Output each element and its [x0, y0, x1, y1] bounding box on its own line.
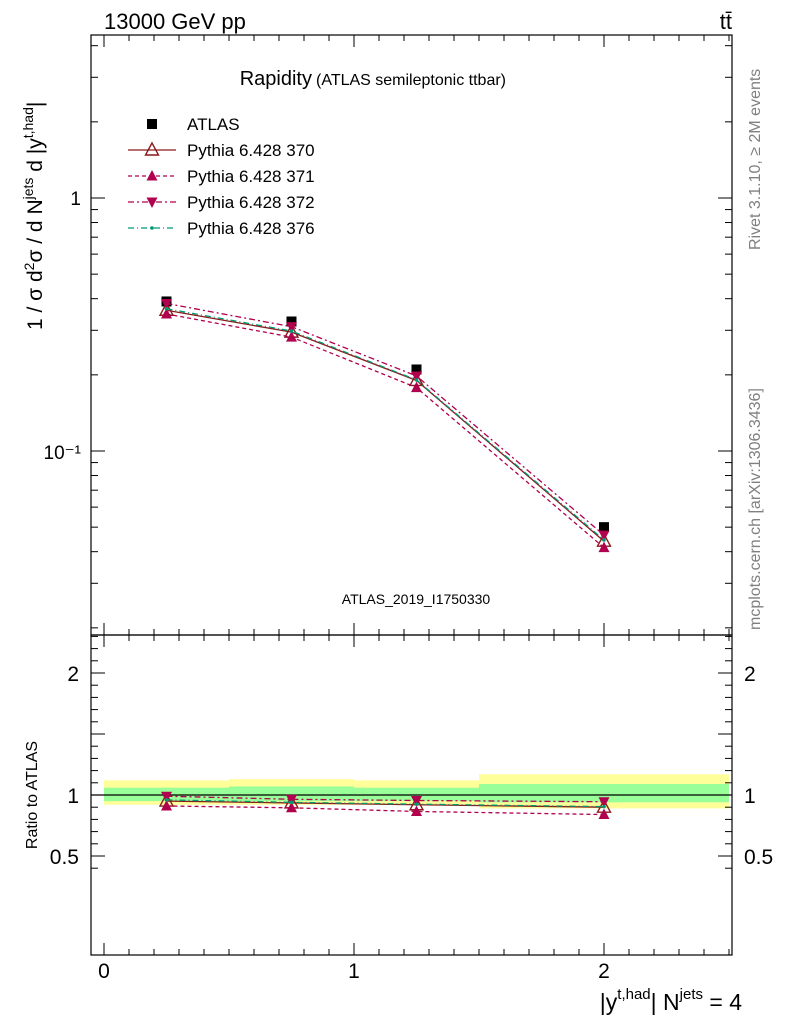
data-point	[161, 298, 172, 310]
inner-band	[479, 784, 729, 803]
series-pythia-6-428-372	[161, 298, 610, 542]
data-point	[161, 307, 172, 319]
x-tick-label: 0	[98, 960, 110, 983]
ratio-y-tick-label: 2	[67, 663, 79, 686]
ratio-y-tick-label-right: 0.5	[744, 846, 773, 869]
ratio-series-pythia-6-428-376	[164, 798, 606, 809]
data-point	[598, 541, 610, 553]
ratio-series-pythia-6-428-371	[161, 799, 610, 820]
ratio-data-point	[411, 805, 422, 816]
ratio-series-line	[166, 795, 605, 803]
x-axis-label: |yt,had| Njets = 4	[600, 986, 742, 1015]
ratio-y-axis-label: Ratio to ATLAS	[24, 741, 41, 849]
legend-marker	[147, 119, 157, 129]
data-point	[286, 331, 297, 342]
analysis-watermark: ATLAS_2019_I1750330	[342, 591, 491, 607]
x-tick-label: 1	[348, 960, 360, 983]
ratio-data-point	[598, 797, 610, 808]
series-atlas	[161, 296, 609, 533]
x-tick-label: 2	[598, 960, 610, 983]
ratio-axis-ticks: 0.5 0.5 1 1 2 2 0 1 2	[50, 635, 773, 983]
data-point	[598, 530, 610, 542]
main-y-axis-label: 1 / σ d2σ / d Njets d |yt,had|	[20, 102, 47, 330]
ratio-data-point	[414, 802, 419, 806]
ratio-plot-panel: 0.5 0.5 1 1 2 2 0 1 2 Ratio to ATLAS |yt,had| Nj…	[24, 634, 773, 1015]
inner-band	[354, 787, 479, 802]
process-label: tt̄	[720, 9, 732, 34]
main-plot-panel: 1 10⁻¹ 1 / σ d2σ / d Njets d |yt,had| Rap…	[20, 34, 733, 636]
ratio-data-point	[598, 808, 610, 820]
ratio-y-tick-label-right: 2	[744, 663, 756, 686]
ratio-data-point	[411, 795, 422, 807]
data-point	[414, 378, 419, 382]
data-point	[411, 364, 422, 375]
ratio-series-line	[166, 799, 605, 808]
ratio-y-tick-label: 1	[67, 785, 79, 808]
y-tick-label: 1	[70, 189, 81, 210]
rivet-label: Rivet 3.1.10, ≥ 2M events	[747, 69, 764, 250]
ratio-y-tick-label: 0.5	[50, 846, 79, 869]
y-tick-label: 10⁻¹	[44, 443, 82, 464]
series-pythia-6-428-371	[161, 307, 610, 553]
series-line	[166, 313, 605, 549]
legend-marker	[146, 197, 158, 208]
plot-subtitle: (ATLAS semileptonic ttbar)	[316, 72, 506, 89]
data-point	[286, 316, 297, 327]
ratio-plot-frame	[90, 634, 733, 956]
energy-label: 13000 GeV pp	[104, 9, 246, 34]
inner-band	[229, 786, 354, 802]
legend: ATLAS Pythia 6.428 370 Pythia 6.428 371 Pyt…	[128, 115, 315, 238]
legend-label: Pythia 6.428 370	[187, 141, 315, 160]
legend-label: Pythia 6.428 376	[187, 219, 315, 238]
series-pythia-6-428-376	[164, 306, 606, 542]
data-point	[411, 381, 422, 393]
data-point	[164, 306, 169, 311]
ratio-data-point	[286, 794, 297, 806]
ratio-data-point	[164, 798, 169, 802]
series-line	[166, 309, 605, 542]
data-point	[289, 329, 294, 333]
ratio-data-point	[161, 791, 172, 803]
mcplots-label: mcplots.cern.ch [arXiv:1306.3436]	[747, 388, 764, 630]
ratio-y-tick-label-right: 1	[744, 785, 756, 808]
series-line	[166, 302, 605, 536]
main-axis-ticks: 1 10⁻¹	[44, 35, 732, 635]
series-pythia-6-428-370	[158, 301, 612, 547]
legend-label: Pythia 6.428 372	[187, 193, 315, 212]
ratio-series-group	[158, 791, 612, 820]
plot-title: Rapidity	[240, 68, 312, 90]
ratio-data-point	[602, 804, 606, 809]
ratio-data-point	[289, 800, 294, 805]
data-point	[286, 322, 297, 333]
ratio-series-line	[166, 805, 605, 816]
ratio-series-pythia-6-428-372	[161, 791, 610, 808]
legend-marker	[144, 141, 160, 156]
legend-label: ATLAS	[187, 115, 240, 134]
legend-marker	[150, 226, 154, 230]
ratio-data-point	[286, 801, 297, 813]
data-point	[411, 371, 422, 382]
legend-label: Pythia 6.428 371	[187, 167, 315, 186]
main-series-group	[158, 296, 612, 553]
ratio-data-point	[161, 799, 172, 811]
data-point	[602, 538, 606, 542]
series-line	[166, 308, 605, 541]
data-point	[599, 522, 609, 533]
legend-marker	[146, 170, 158, 181]
